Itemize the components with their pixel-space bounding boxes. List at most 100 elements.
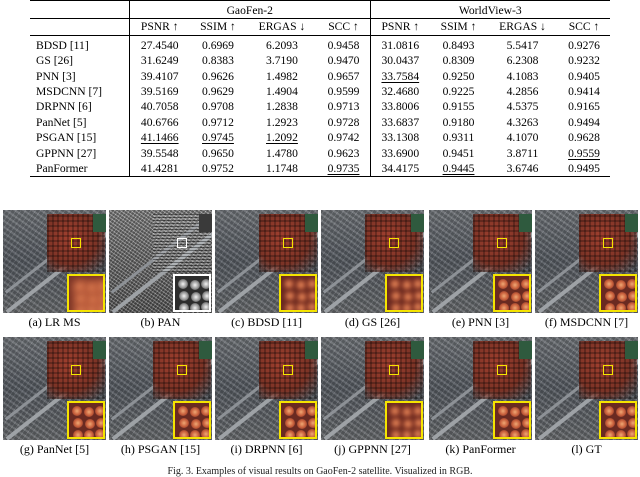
metric-value: 0.9650	[202, 146, 234, 160]
panel-caption: (g) PanNet [5]	[19, 442, 90, 456]
method-name: GPPNN [27]	[36, 146, 97, 160]
metric-value: 0.9599	[327, 85, 360, 99]
metric-value: 39.5169	[128, 84, 190, 100]
metric-value: 0.9276	[568, 38, 600, 52]
metric-value: 41.1466	[128, 130, 190, 146]
satellite-image	[109, 210, 212, 313]
metric-value: 0.9628	[568, 131, 600, 145]
metric-header: ERGAS ↓	[486, 18, 559, 36]
metric-value: 0.9470	[327, 54, 360, 68]
selection-box	[71, 238, 81, 248]
metric-value: 27.4540	[128, 35, 190, 54]
metric-value: 0.8493	[442, 38, 475, 52]
metric-value: 0.9742	[327, 131, 360, 145]
metric-value: 4.5375	[506, 100, 539, 114]
metric-value: 0.9735	[317, 161, 371, 178]
metric-value: 0.9713	[327, 100, 360, 114]
satellite-image	[3, 337, 106, 440]
metric-header: SSIM ↑	[189, 18, 247, 36]
metric-value: 1.4780	[266, 146, 298, 160]
table-group-header-row: GaoFen-2 WorldView-3	[30, 0, 610, 19]
metric-value: 0.9451	[442, 146, 475, 160]
zoom-inset	[173, 274, 211, 312]
metric-value: 33.8006	[369, 99, 431, 115]
selection-box	[389, 365, 399, 375]
table-corner-cell	[30, 0, 130, 19]
method-name: BDSD [11]	[36, 38, 89, 52]
satellite-image	[215, 337, 318, 440]
selection-box	[497, 238, 507, 248]
metric-value: 1.1748	[246, 161, 318, 178]
metric-value: 0.9165	[568, 100, 600, 114]
metric-value: 0.9495	[558, 161, 610, 178]
metric-value: 30.0437	[369, 53, 431, 69]
zoom-inset	[279, 401, 317, 439]
metric-value: 0.9180	[442, 115, 475, 129]
metric-value: 0.9250	[442, 69, 475, 83]
metric-value: 5.5417	[506, 38, 539, 52]
table-row: GPPNN [27] 39.5548 0.9650 1.4780 0.9623 33.69…	[30, 145, 610, 162]
zoom-inset	[67, 274, 105, 312]
metric-value: 0.9623	[327, 146, 360, 160]
metric-value: 33.6900	[369, 145, 431, 162]
method-name: DRPNN [6]	[36, 100, 92, 114]
metric-value: 41.4281	[128, 161, 190, 178]
figure-caption: Fig. 3. Examples of visual results on Ga…	[167, 466, 473, 477]
method-name: PNN [3]	[36, 69, 76, 83]
method-column-header	[30, 18, 130, 36]
table-row: BDSD [11] 27.4540 0.6969 6.2093 0.9458 31.081…	[30, 35, 610, 54]
method-name: PanNet [5]	[36, 115, 87, 129]
metric-value: 39.5548	[128, 145, 190, 162]
table-row: PanFormer 41.4281 0.9752 1.1748 0.9735 34.417…	[30, 161, 610, 178]
selection-box	[177, 365, 187, 375]
metric-value: 1.4904	[266, 85, 298, 99]
selection-box	[389, 238, 399, 248]
metric-value: 0.9155	[442, 100, 475, 114]
satellite-image	[429, 337, 532, 440]
zoom-inset	[385, 401, 423, 439]
method-name: PSGAN [15]	[36, 131, 97, 145]
metric-value: 0.9712	[202, 115, 234, 129]
metric-value: 0.9494	[568, 115, 600, 129]
metric-value: 34.4175	[369, 161, 431, 178]
metric-value: 0.9445	[430, 161, 487, 178]
metric-value: 1.2838	[266, 100, 298, 114]
selection-box	[283, 365, 293, 375]
metric-header: SCC ↑	[558, 18, 610, 36]
table-row: DRPNN [6] 40.7058 0.9708 1.2838 0.9713 33.800…	[30, 99, 610, 115]
metric-value: 0.9752	[189, 161, 247, 178]
metric-value: 31.0816	[369, 35, 431, 54]
selection-box	[71, 365, 81, 375]
metric-value: 32.4680	[369, 84, 431, 100]
metric-value: 0.9458	[327, 38, 360, 52]
metric-value: 0.9629	[202, 85, 234, 99]
metric-value: 0.9626	[202, 69, 234, 83]
selection-box	[603, 365, 613, 375]
table-row: MSDCNN [7] 39.5169 0.9629 1.4904 0.9599 32.46…	[30, 84, 610, 100]
metric-value: 1.4982	[266, 69, 298, 83]
metric-value: 3.8711	[506, 146, 539, 160]
metric-header: PSNR ↑	[128, 18, 190, 36]
satellite-image	[3, 210, 106, 313]
metric-value: 0.9728	[327, 115, 360, 129]
metric-value: 0.9232	[568, 54, 600, 68]
table-metric-header-row: PSNR ↑ SSIM ↑ ERGAS ↓ SCC ↑ PSNR ↑ SSIM …	[30, 18, 610, 36]
metric-value: 33.1308	[369, 130, 431, 146]
metric-value: 6.2093	[266, 38, 298, 52]
table-body: BDSD [11] 27.4540 0.6969 6.2093 0.9458 31.081…	[30, 35, 610, 178]
metric-value: 0.9414	[568, 85, 600, 99]
method-name: MSDCNN [7]	[36, 85, 103, 99]
metric-value: 4.1083	[506, 69, 539, 83]
metric-value: 4.1070	[506, 131, 539, 145]
satellite-image	[429, 210, 532, 313]
group-header-gaofen2: GaoFen-2	[128, 0, 371, 19]
panel-caption: (k) PanFormer	[445, 442, 516, 456]
panel-caption: (j) GPPNN [27]	[334, 442, 411, 456]
metric-value: 40.6766	[128, 114, 190, 131]
metric-value: 0.9708	[202, 100, 234, 114]
panel-caption: (a) LR MS	[28, 315, 81, 329]
metric-value: 33.6837	[369, 114, 431, 131]
panel-caption: (d) GS [26]	[344, 315, 401, 329]
satellite-image	[215, 210, 318, 313]
panel-caption: (b) PAN	[140, 315, 181, 329]
